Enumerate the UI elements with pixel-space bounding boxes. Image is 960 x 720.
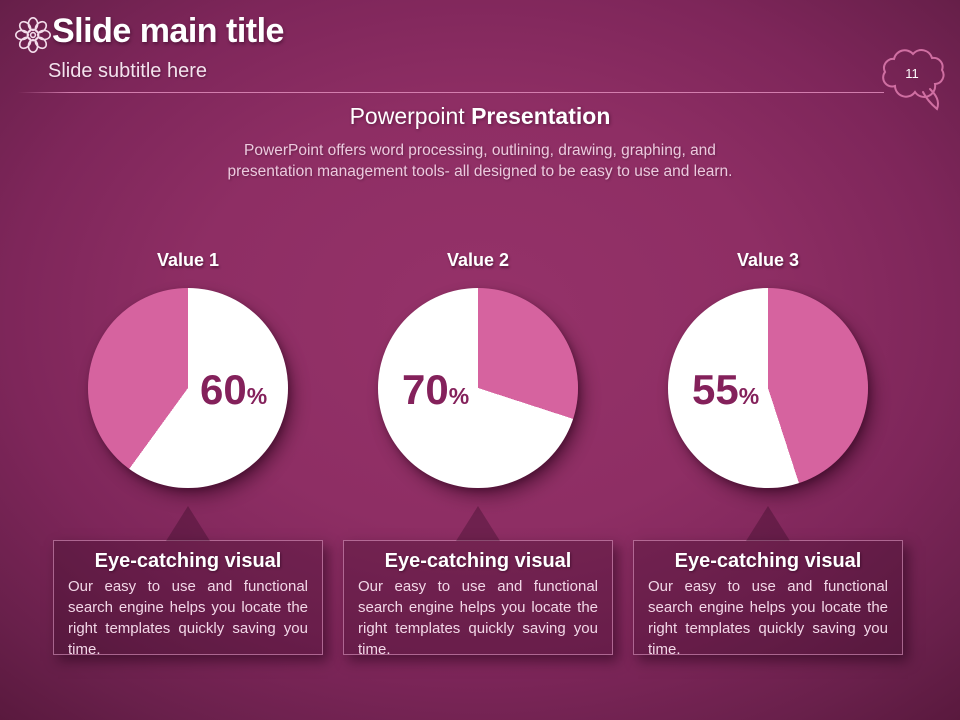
pie-2-percent-sign: % [448,383,470,409]
pie-1-percent-label: 60% [200,368,267,418]
pie-1-percent-sign: % [246,383,268,409]
callout-1-pointer-icon [166,506,210,541]
pie-chart-2: Value 2 70% [378,250,578,488]
page-number-badge: 11 [880,48,954,114]
callout-1: Eye-catching visual Our easy to use and … [53,506,323,658]
slide-subtitle: Slide subtitle here [48,60,207,82]
callout-2: Eye-catching visual Our easy to use and … [343,506,613,658]
callout-1-title: Eye-catching visual [94,550,282,572]
header-divider [18,92,884,93]
pie-3-percent-sign: % [738,383,760,409]
callout-3-pointer-icon [746,506,790,541]
pie-1-percent-value: 60 [200,366,247,413]
pie-3-title: Value 3 [736,250,800,270]
intro-heading-light: Powerpoint [349,103,465,129]
intro-heading: Powerpoint Presentation [0,103,960,130]
pie-1-title: Value 1 [156,250,220,270]
pie-2-percent-value: 70 [402,366,449,413]
callout-3-title: Eye-catching visual [674,550,862,572]
intro-body: PowerPoint offers word processing, outli… [227,142,733,180]
pie-3-percent-label: 55% [692,368,759,418]
pie-3: 55% [668,288,868,488]
callout-2-title: Eye-catching visual [384,550,572,572]
pie-2-title: Value 2 [446,250,510,270]
pie-chart-3: Value 3 55% [668,250,868,488]
pie-2: 70% [378,288,578,488]
slide-title: Slide main title [52,12,284,50]
callout-3: Eye-catching visual Our easy to use and … [633,506,903,658]
pie-chart-1: Value 1 60% [88,250,288,488]
page-number: 11 [905,66,919,81]
callout-3-body: Our easy to use and functional search en… [648,578,888,658]
intro-heading-bold: Presentation [471,103,611,129]
cloud-icon [882,49,945,111]
callout-2-body: Our easy to use and functional search en… [358,578,598,658]
callout-2-pointer-icon [456,506,500,541]
callout-1-body: Our easy to use and functional search en… [68,578,308,658]
flower-icon [15,17,51,53]
pie-1: 60% [88,288,288,488]
pie-3-percent-value: 55 [692,366,739,413]
pie-2-percent-label: 70% [402,368,469,418]
